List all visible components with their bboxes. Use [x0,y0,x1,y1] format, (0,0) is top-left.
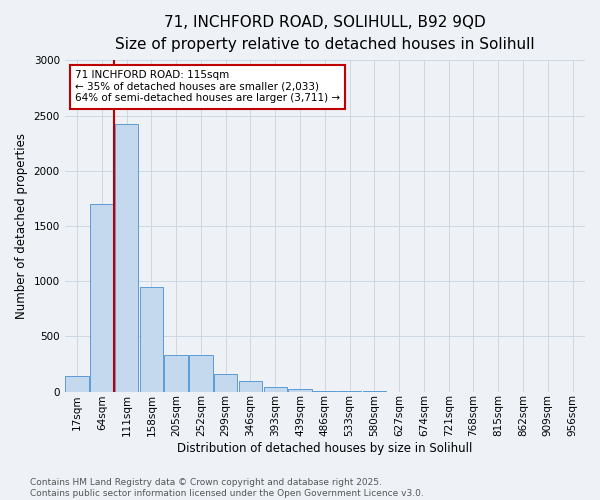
Bar [164,355,188,392]
Bar [115,124,139,392]
Text: Contains HM Land Registry data © Crown copyright and database right 2025.
Contai: Contains HM Land Registry data © Crown c… [30,478,424,498]
Bar [239,381,262,392]
Bar [65,376,89,392]
Text: 71 INCHFORD ROAD: 115sqm
← 35% of detached houses are smaller (2,033)
64% of sem: 71 INCHFORD ROAD: 115sqm ← 35% of detach… [75,70,340,103]
Title: 71, INCHFORD ROAD, SOLIHULL, B92 9QD
Size of property relative to detached house: 71, INCHFORD ROAD, SOLIHULL, B92 9QD Siz… [115,15,535,52]
Bar [214,374,238,392]
Y-axis label: Number of detached properties: Number of detached properties [15,133,28,319]
X-axis label: Distribution of detached houses by size in Solihull: Distribution of detached houses by size … [177,442,473,455]
Bar [288,389,312,392]
Bar [263,386,287,392]
Bar [140,286,163,392]
Bar [90,204,113,392]
Bar [313,390,337,392]
Bar [189,355,213,392]
